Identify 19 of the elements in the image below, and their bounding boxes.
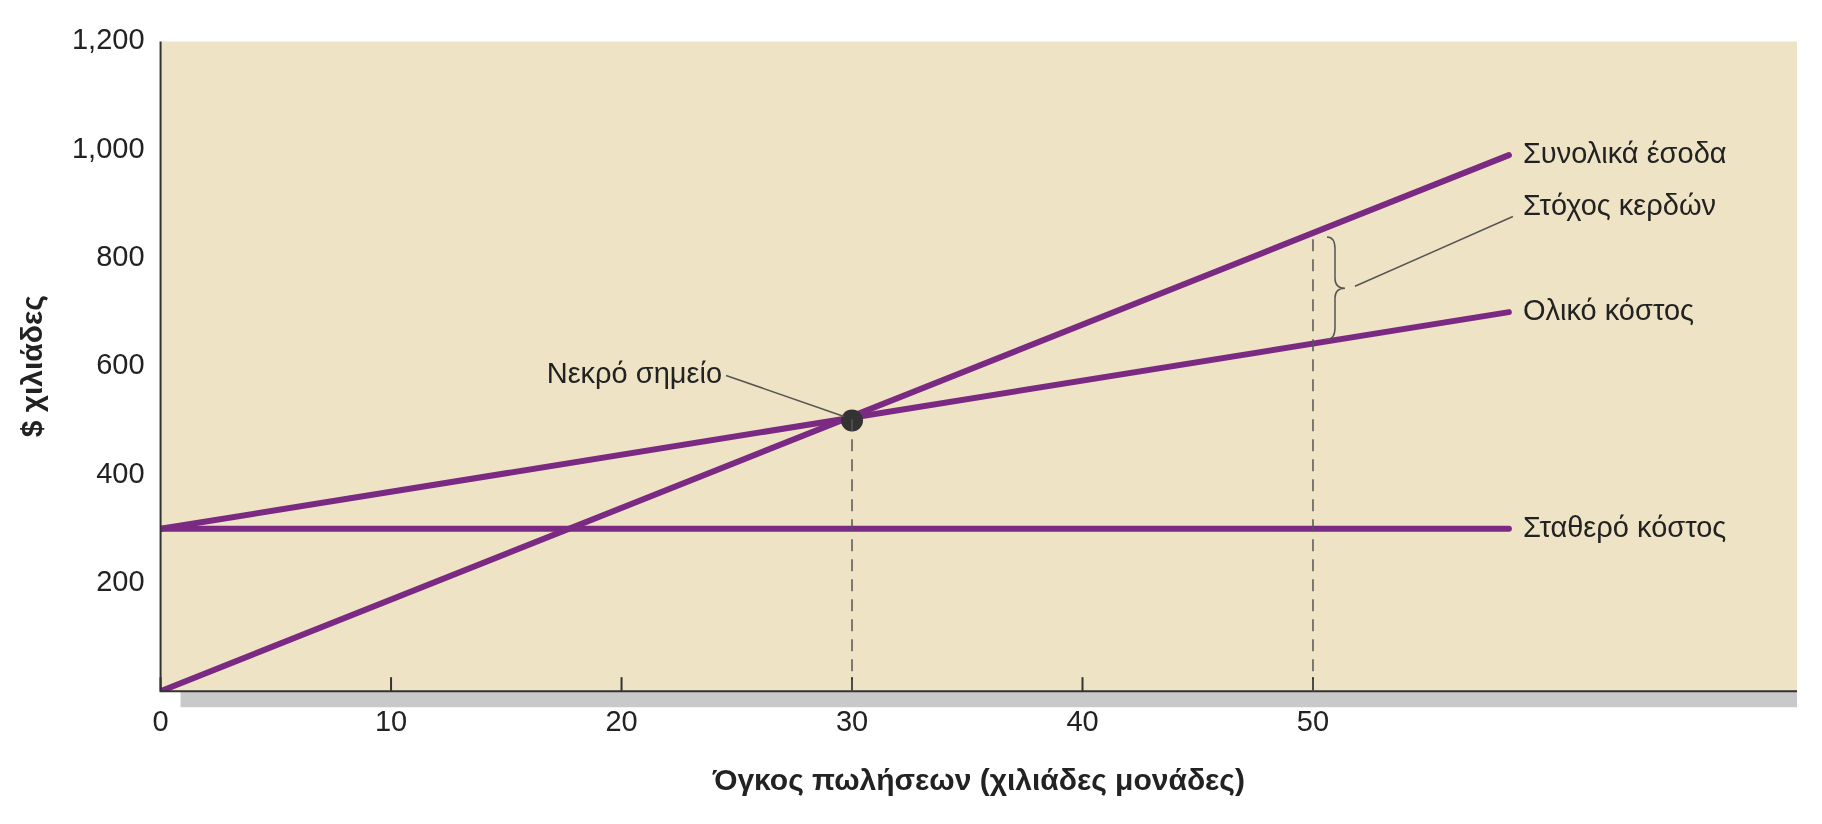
y-axis-title: $ χιλιάδες: [15, 295, 49, 438]
y-tick-label: 200: [96, 564, 145, 597]
series-label: Σταθερό κόστος: [1522, 510, 1727, 543]
y-tick-label: 400: [96, 456, 145, 489]
x-axis-title: Όγκος πωλήσεων (χιλιάδες μονάδες): [711, 763, 1245, 797]
x-tick-label: 10: [374, 704, 408, 737]
x-tick-label: 0: [152, 704, 169, 737]
y-tick-label: 800: [96, 240, 145, 272]
x-tick-label: 30: [835, 704, 869, 737]
annotation: Νεκρό σημείο: [546, 357, 723, 390]
series-label: Συνολικά έσοδα: [1522, 137, 1727, 170]
y-tick-label: 600: [96, 348, 145, 381]
text: 1,200: [71, 23, 145, 56]
series-label: Ολικό κόστος: [1522, 294, 1695, 327]
x-tick-label: 40: [1066, 704, 1099, 737]
x-tick-label: 50: [1296, 704, 1330, 737]
x-tick-label: 20: [605, 704, 638, 737]
annotation: Στόχος κερδών: [1522, 188, 1717, 221]
text: 1,000: [71, 131, 145, 164]
